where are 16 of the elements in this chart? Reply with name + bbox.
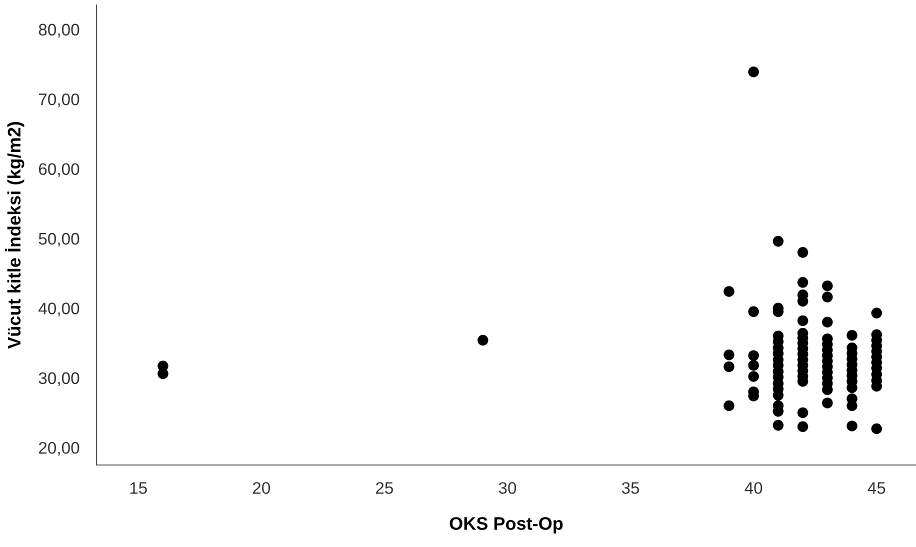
y-tick-label: 50,00 — [38, 232, 80, 247]
x-tick-label: 30 — [498, 482, 516, 494]
x-tick-label: 45 — [868, 482, 886, 494]
x-tick-label: 25 — [376, 482, 394, 494]
x-tick-label: 15 — [130, 482, 147, 494]
y-tick-label: 70,00 — [38, 93, 80, 108]
x-tick-label: 40 — [744, 482, 762, 494]
y-tick-label: 60,00 — [38, 163, 80, 177]
y-axis-title: Vücut kitle İndeksi (kg/m2) — [4, 122, 24, 349]
y-tick-label: 20,00 — [38, 442, 80, 456]
y-tick-label: 80,00 — [38, 24, 80, 38]
x-axis-title: OKS Post-Op — [450, 517, 563, 534]
x-tick-label: 35 — [622, 482, 640, 494]
y-tick-label: 30,00 — [38, 372, 80, 386]
x-tick-label: 20 — [252, 482, 270, 494]
y-tick-label: 40,00 — [38, 302, 80, 316]
